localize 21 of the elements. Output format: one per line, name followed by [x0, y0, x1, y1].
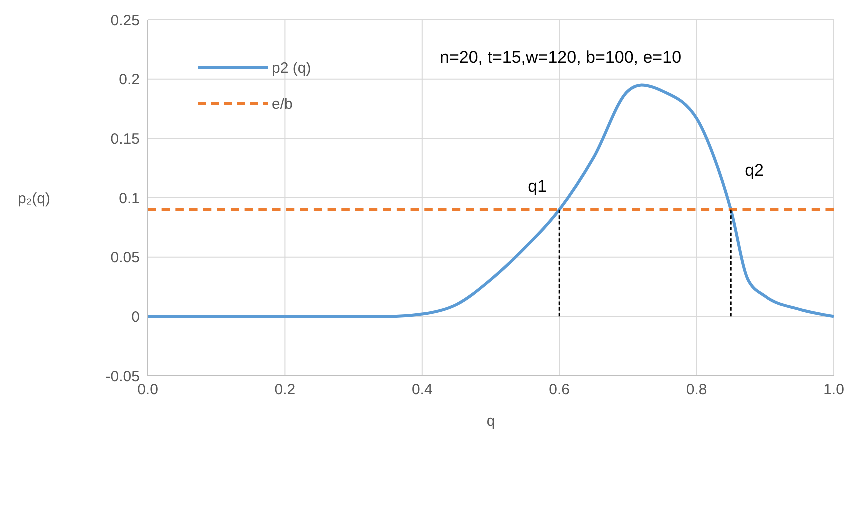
annotation: q2	[745, 160, 764, 180]
x-tick-label: 0.4	[412, 382, 433, 399]
y-tick-label: -0.05	[106, 368, 140, 386]
annotation: n=20, t=15,w=120, b=100, e=10	[440, 48, 682, 68]
x-axis-title: q	[486, 413, 496, 430]
y-tick-label: 0.1	[119, 190, 140, 208]
legend-label: p2 (q)	[272, 60, 312, 76]
line-series	[148, 84, 834, 318]
y-tick-label: 0	[132, 308, 140, 326]
x-tick-label: 0.8	[686, 382, 708, 399]
y-tick-label: 0.05	[110, 250, 140, 267]
annotation: q1	[528, 176, 548, 196]
y-tick-label: 0.25	[110, 12, 140, 30]
x-tick-label: 0.0	[138, 382, 158, 399]
y-tick-label: 0.15	[110, 130, 140, 148]
x-tick-label: 1.0	[824, 382, 844, 399]
legend-label: e/b	[272, 96, 293, 112]
y-tick-label: 0.2	[119, 72, 140, 89]
y-axis-title: p₂(q)	[18, 190, 50, 208]
x-tick-label: 0.6	[549, 382, 570, 399]
x-tick-label: 0.2	[274, 382, 296, 399]
